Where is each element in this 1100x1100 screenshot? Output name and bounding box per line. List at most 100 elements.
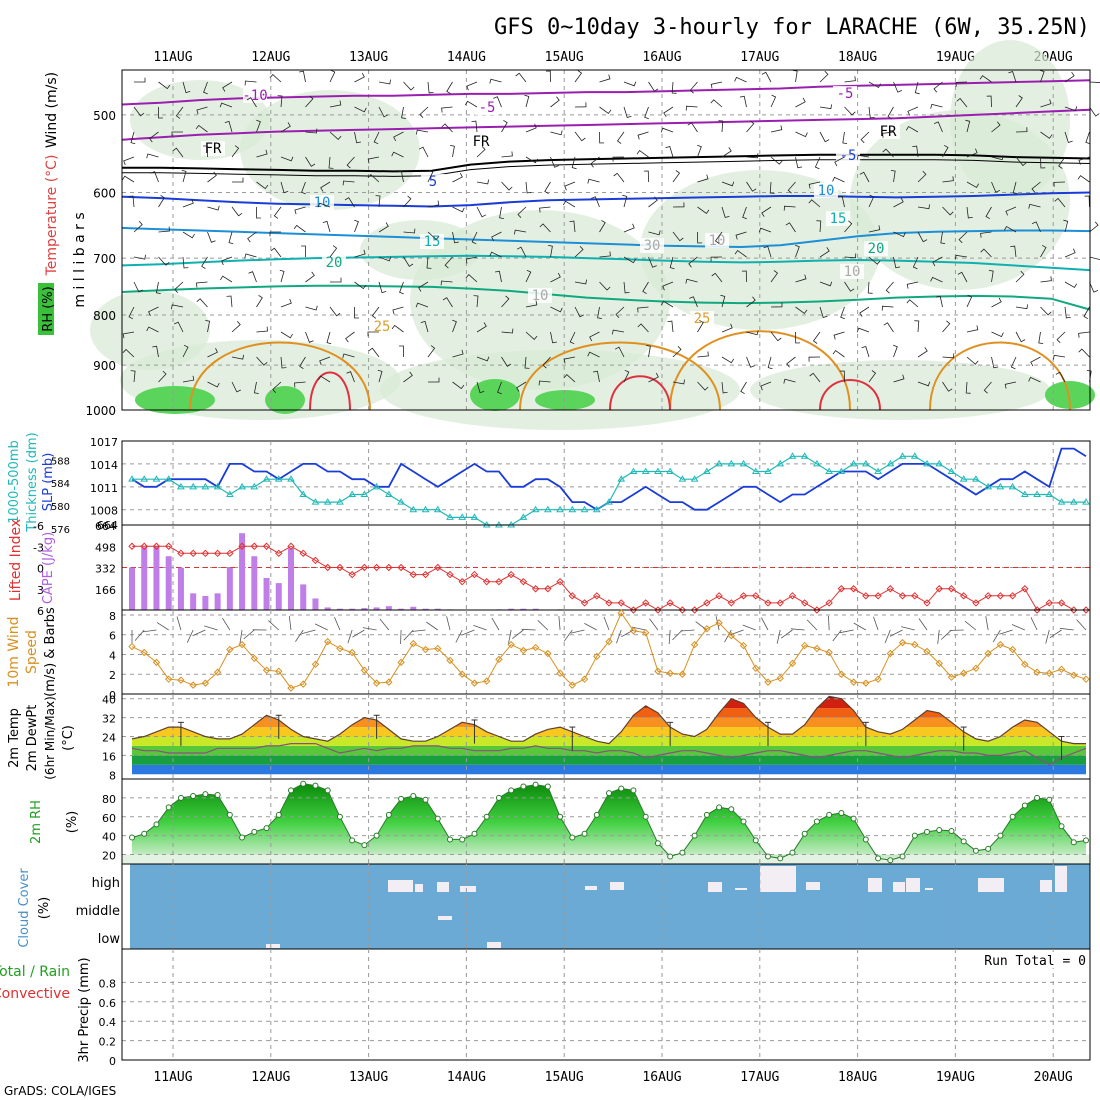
thickness-line-point [1033,490,1041,497]
wind-barb [1054,197,1066,208]
li-tick: 0 [37,563,44,576]
wind-barb [930,276,943,283]
wind-barb [416,129,429,135]
date-label-bottom: 16AUG [642,1070,681,1085]
wind-barb [914,81,920,95]
wind-barb [270,247,282,258]
wind-speed-line-point [703,625,711,633]
lifted-index-line-point [128,542,136,550]
contour-label: 20 [326,255,343,271]
wind-barb [663,106,674,117]
lifted-index-line-point [898,592,907,600]
wind-barb [689,81,698,94]
wind-barb [942,144,949,158]
wind-barb-10m [204,625,218,631]
wind-barb [785,222,796,233]
dewpoint-line [131,743,1087,766]
thickness-line-point [764,467,772,475]
wind-barb [231,381,241,393]
rh-line-point [422,796,429,803]
wind-barb [354,106,367,113]
rh-shading [950,40,1070,200]
wind-barb [354,249,366,258]
thickness-line-point [592,505,601,513]
wind-barb-10m [411,629,426,632]
wind-barb [893,81,903,93]
wind-barb [665,145,674,158]
wind-speed-line-point [213,668,222,676]
wind-barb [377,369,383,383]
wind-barb [342,353,355,359]
wind-speed-line-point [446,656,454,665]
wind-barb [917,231,928,243]
wind-barb [452,172,463,183]
rh-line-point [263,825,270,832]
wind-speed-line-point [629,627,638,635]
wind-barb-10m [884,629,891,644]
wind-barb [1055,371,1066,383]
date-label-top: 15AUG [545,50,584,65]
wind-barb [844,253,857,259]
rh-line-point [300,780,307,787]
wind-barb [956,97,968,108]
wind-barb [991,181,1001,193]
wind-barb [786,356,796,368]
cape-bar [361,608,368,610]
ylabel-temp-1: 2m Temp [7,708,22,768]
rh-line-point [801,830,808,837]
rh-area [132,783,1086,861]
cloud-low-block [487,942,501,948]
wind-speed-line-point [1045,669,1054,677]
wind-barb [450,145,455,158]
contour-label: -10 [242,88,267,104]
ylabel-thickness-2: Thickness (dm) [25,432,40,532]
thickness-line-point [727,459,736,467]
thickness-line-point [788,452,797,459]
rh-line-point [312,782,319,789]
wind-barb [1004,381,1017,389]
wind-barb [597,306,602,319]
contour-label-bg [469,134,493,149]
thickness-line-point [543,505,552,513]
wind-barb [599,251,611,258]
wind-barb [840,306,845,320]
wind-barb [590,156,600,168]
wind-barb [991,121,1001,133]
wind-barb [378,222,389,233]
wind-speed-line-point [250,654,259,663]
wind-barb [403,81,415,91]
wind-barb [293,224,306,233]
wind-barb-10m [192,629,206,637]
wind-speed-line-point [886,649,895,658]
rh-line-point [190,793,197,799]
wind-barb [452,349,464,358]
wind-barb [735,231,747,240]
wind-barb [158,226,170,233]
wind-barb [1015,331,1026,343]
cloud-high-block [708,882,722,892]
wind-speed-line-point [666,669,674,677]
wind-barb [599,131,605,144]
cape-bar [532,608,539,610]
rh-line-point [239,834,246,841]
wind-barb [985,206,992,220]
wind-barb [687,122,698,133]
wind-barb [808,181,821,189]
wind-barb [1040,306,1052,316]
wind-barb [980,231,992,238]
wind-barb [770,270,779,283]
thickness-line-point [336,498,344,505]
lifted-index-line-point [727,599,736,607]
date-label-bottom: 14AUG [447,1070,486,1085]
wind-barb [672,170,681,183]
wind-barb [721,206,730,219]
wind-barb-10m [889,629,903,637]
thickness-line-point [837,467,846,475]
wind-barb [734,76,747,83]
lifted-index-line-point [275,549,283,558]
wind-barb [868,370,877,383]
wind-speed-line-point [617,609,625,617]
contour-label-bg [370,319,394,334]
wind-barb [881,305,894,311]
wind-barb [174,321,184,333]
